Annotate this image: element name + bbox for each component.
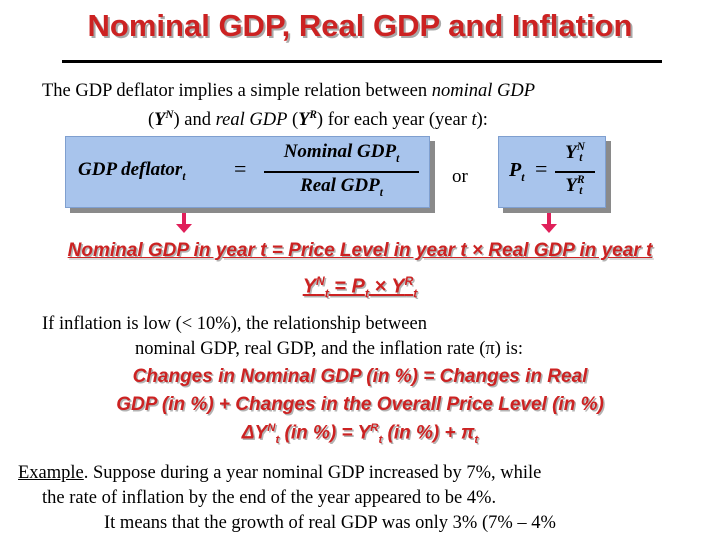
example-line-3: It means that the growth of real GDP was… [104,513,556,533]
relation-symbolic: YNt = Pt × YRt [0,274,720,301]
intro-text-4: ) for each year (year [316,110,472,131]
inflation-line-2: nominal GDP, real GDP, and the inflation… [135,339,524,359]
title-underline [62,60,662,63]
deflator-denominator: Real GDPt [264,175,419,199]
intro-line-2: (YN) and real GDP (YR) for each year (ye… [148,104,708,131]
changes-mid: (in %) = Y [279,422,371,444]
numerator-sub: t [396,152,400,165]
price-den-sub: t [579,185,583,198]
rel-yr-sub: t [413,286,418,301]
delta-y: ΔY [241,422,268,444]
changes-line-3: ΔYNt (in %) = YRt (in %) + πt [0,422,720,446]
relation-text: Nominal GDP in year t = Price Level in y… [67,240,653,261]
deflator-formula-box: GDP deflatort = Nominal GDPt Real GDPt [65,136,430,208]
example-label: Example [18,463,84,483]
numerator-text: Nominal GDP [283,141,397,162]
pi-sub: t [474,434,479,447]
rel-y-sup: N [316,274,325,288]
intro-t: t [471,110,477,131]
denominator-sub: t [379,186,383,199]
or-label: or [452,166,468,187]
changes-line-1: Changes in Nominal GDP (in %) = Changes … [132,366,588,387]
deflator-lhs: GDP deflatort [78,159,185,183]
intro-real-gdp: real GDP [215,110,288,131]
intro-text-2: ) and [173,110,216,131]
price-lhs: Pt [509,159,525,185]
deflator-sub: t [182,170,186,183]
price-eq: = [535,156,548,181]
delta-y-sup: N [267,422,276,434]
price-num-sup: N [576,141,585,153]
inflation-line-1: If inflation is low (< 10%), the relatio… [42,314,427,334]
intro-yr: Y [298,110,310,131]
intro-yn: Y [154,110,166,131]
intro-text: The GDP deflator implies a simple relati… [42,81,432,101]
delta-y-sub: t [275,434,280,447]
price-p: P [509,159,522,181]
rel-eq-p: = P [328,275,365,298]
example-text-1: . Suppose during a year nominal GDP incr… [83,463,542,483]
yr-sub: t [378,434,383,447]
intro-yr-sup: R [309,109,317,121]
example-line-1: Example. Suppose during a year nominal G… [18,462,718,484]
price-den-sup: R [577,174,585,186]
yr-sup: R [370,422,379,434]
denominator-text: Real GDP [300,175,380,196]
page-title: Nominal GDP, Real GDP and Inflation [87,8,633,43]
deflator-numerator: Nominal GDPt [264,141,419,165]
example-line-2: the rate of inflation by the end of the … [42,488,497,508]
rel-times-y: × Y [368,275,405,298]
rel-yr-sup: R [404,274,414,288]
intro-nominal-gdp: nominal GDP [431,81,536,101]
deflator-fraction-bar [264,171,419,173]
changes-pi: (in %) + π [382,422,475,444]
price-p-sub: t [521,170,525,184]
intro-paren: ( [148,110,155,131]
intro-text-3: ( [287,110,299,131]
intro-text-5: ): [476,110,488,131]
rel-p-sub: t [364,286,369,301]
price-fraction-bar [555,171,595,173]
deflator-label: GDP deflator [78,159,183,180]
price-num-sub: t [579,152,583,165]
price-den-y: Y [565,175,577,196]
changes-line-2: GDP (in %) + Changes in the Overall Pric… [116,394,604,415]
intro-yn-sup: N [165,109,174,121]
price-num-y: Y [565,142,577,163]
rel-y-sub: t [324,286,329,301]
deflator-eq: = [234,156,247,181]
intro-line-1: The GDP deflator implies a simple relati… [42,80,702,102]
rel-y: Y [302,275,317,298]
